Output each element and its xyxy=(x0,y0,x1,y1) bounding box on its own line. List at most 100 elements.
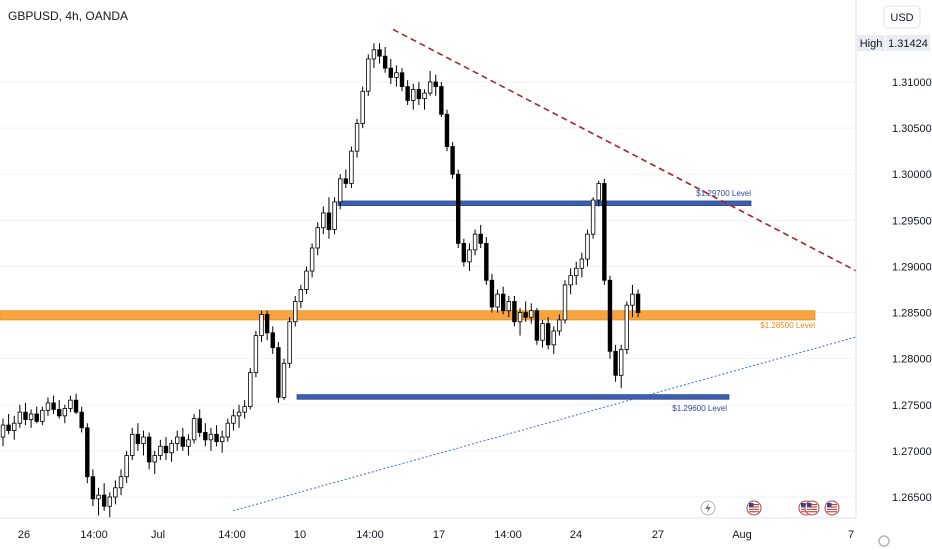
y-tick-label: 1.28500 xyxy=(892,308,932,320)
candle xyxy=(287,317,292,368)
candle-body xyxy=(461,242,467,263)
candle-body xyxy=(169,443,174,454)
x-tick-label: 7 xyxy=(848,529,854,541)
candle xyxy=(73,393,79,414)
candle-body xyxy=(191,418,197,441)
symbol-title: GBPUSD, 4h, OANDA xyxy=(8,9,128,23)
y-axis-labels: 1.31000 1.30500 1.30000 1.29500 1.29000 1.285… xyxy=(892,77,932,504)
candle xyxy=(517,307,523,336)
candle xyxy=(186,434,191,456)
candle-body xyxy=(17,411,23,424)
candle-body xyxy=(529,310,534,318)
candle-body xyxy=(79,411,84,429)
candle-body xyxy=(163,445,169,454)
us-flag-icon[interactable] xyxy=(746,500,762,516)
candle-body xyxy=(141,436,146,444)
event-markers[interactable] xyxy=(700,500,840,516)
candle-body xyxy=(545,323,551,346)
candle-body xyxy=(208,433,214,441)
candle-body xyxy=(152,455,157,463)
candle-body xyxy=(388,67,393,78)
candle-body xyxy=(607,279,613,352)
candle xyxy=(602,178,607,285)
x-tick-label: 14:00 xyxy=(356,529,384,541)
candle xyxy=(568,268,573,295)
candle-body xyxy=(540,323,545,341)
candle xyxy=(635,289,641,318)
candle xyxy=(57,400,62,419)
candle xyxy=(354,118,360,158)
candle xyxy=(574,261,579,285)
candle-body xyxy=(602,183,607,281)
lower-blue-level-zone[interactable] xyxy=(296,394,730,400)
candle xyxy=(585,229,590,267)
y-tick-label: 1.28000 xyxy=(892,354,932,366)
ascending-support-line[interactable] xyxy=(232,328,885,512)
candle xyxy=(562,280,568,324)
us-flag-icon[interactable] xyxy=(824,500,840,516)
candle-body xyxy=(411,88,416,101)
candle-body xyxy=(467,249,472,263)
candle-body xyxy=(113,487,118,498)
orange-level-zone[interactable] xyxy=(0,310,816,321)
candle xyxy=(0,418,6,447)
currency-button[interactable]: USD xyxy=(883,5,921,29)
candle xyxy=(512,295,517,327)
currency-label: USD xyxy=(890,12,913,24)
candle xyxy=(399,68,405,92)
candle xyxy=(113,480,118,505)
y-tick-label: 1.30000 xyxy=(892,169,932,181)
candle-body xyxy=(6,424,11,432)
candle xyxy=(596,180,601,207)
candle-body xyxy=(354,123,360,152)
descending-resistance-line[interactable] xyxy=(392,28,861,274)
candle-body xyxy=(337,178,343,203)
y-tick-label: 1.29000 xyxy=(892,261,932,273)
x-tick-label: 10 xyxy=(294,529,306,541)
candle-body xyxy=(101,494,107,507)
candle xyxy=(118,469,124,496)
candle xyxy=(225,418,230,442)
upper-blue-level-label: $1.29700 Level xyxy=(696,189,751,198)
candle-body xyxy=(253,335,259,373)
candle xyxy=(411,83,416,110)
upper-blue-level-zone[interactable] xyxy=(337,200,752,206)
candle xyxy=(371,43,377,69)
high-price-tag: High 1.31424 xyxy=(857,35,930,51)
time-scale[interactable] xyxy=(0,518,932,550)
candle-body xyxy=(34,413,39,422)
candle xyxy=(85,423,90,484)
candle xyxy=(135,423,141,451)
x-tick-label: Aug xyxy=(732,529,752,541)
candle-body xyxy=(219,436,225,443)
candle xyxy=(360,86,365,129)
candle xyxy=(163,437,169,461)
x-tick-label: 14:00 xyxy=(218,529,246,541)
us-flag-icon[interactable] xyxy=(804,500,820,516)
candle-body xyxy=(304,270,309,290)
lightning-icon[interactable] xyxy=(700,500,716,516)
trendlines xyxy=(232,28,885,512)
candle xyxy=(349,146,354,189)
candle xyxy=(619,344,624,389)
orange-level-label: $1.28500 Level xyxy=(760,321,815,330)
candle xyxy=(175,430,180,451)
y-tick-label: 1.29500 xyxy=(892,215,932,227)
candle-body xyxy=(68,399,73,409)
candle-body xyxy=(433,81,438,88)
candle-body xyxy=(85,427,90,478)
candle-body xyxy=(360,90,365,124)
candle xyxy=(28,409,34,428)
candle xyxy=(337,174,343,210)
gear-icon[interactable] xyxy=(878,535,890,547)
candle-body xyxy=(321,212,326,229)
candle-body xyxy=(298,289,304,302)
candle xyxy=(298,284,304,308)
x-tick-label: 17 xyxy=(433,529,445,541)
candle-body xyxy=(405,86,410,101)
price-scale[interactable] xyxy=(856,0,932,550)
candle-body xyxy=(62,408,68,417)
candle-body xyxy=(332,201,337,230)
candle xyxy=(534,307,540,345)
